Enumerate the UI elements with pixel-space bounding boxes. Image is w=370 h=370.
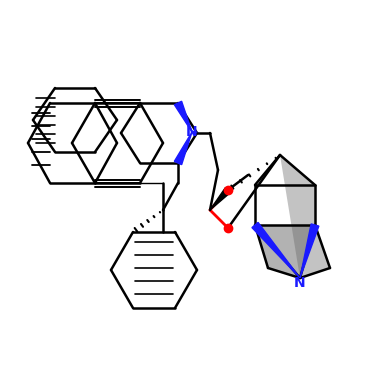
- Polygon shape: [255, 225, 315, 278]
- Polygon shape: [300, 224, 319, 278]
- Text: N: N: [186, 125, 198, 139]
- Polygon shape: [174, 132, 192, 165]
- Polygon shape: [210, 188, 231, 210]
- Polygon shape: [280, 155, 330, 278]
- Polygon shape: [252, 222, 300, 278]
- Polygon shape: [174, 101, 192, 132]
- Text: N: N: [294, 276, 306, 290]
